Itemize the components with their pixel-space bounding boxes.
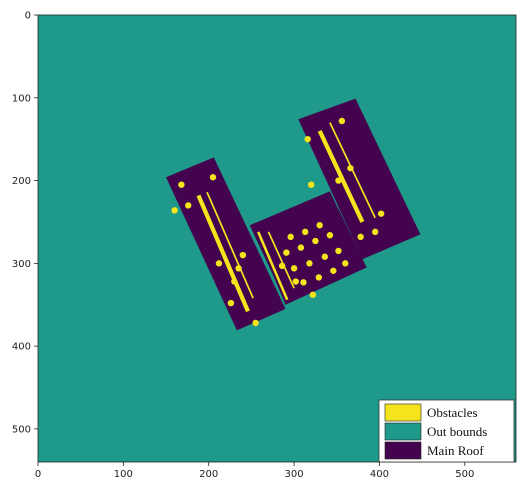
x-tick-label: 0 [35, 469, 41, 480]
x-tick-label: 400 [370, 469, 389, 480]
obstacle-dot [335, 247, 342, 255]
obstacle-dot [185, 202, 192, 209]
obstacle-dot [235, 265, 242, 272]
axes: 0 100 200 300 400 500 0 100 200 300 400 500 [12, 11, 517, 480]
y-tick-label: 500 [12, 424, 31, 435]
y-tick-label: 400 [12, 342, 31, 353]
obstacle-dot [290, 265, 298, 272]
obstacle-dot [215, 260, 223, 267]
obstacle-dot [178, 181, 185, 188]
obstacle-dot [357, 233, 364, 241]
roof-region-3 [259, 208, 367, 305]
obstacle-dot [335, 177, 342, 184]
x-tick-label: 300 [285, 469, 304, 480]
x-tick-label: 500 [455, 469, 474, 480]
legend-swatch [384, 441, 422, 460]
obstacle-dot [326, 231, 334, 239]
obstacle-dot [283, 249, 290, 256]
obstacle-dot [209, 174, 217, 181]
obstacle-dot [309, 291, 317, 298]
legend: Obstacles Out bounds Main Roof [378, 399, 515, 463]
obstacle-dot [239, 251, 247, 259]
roof-region-1 [166, 157, 286, 331]
obstacle-dot [321, 253, 328, 260]
y-tick-label: 200 [12, 176, 31, 187]
obstacle-dot [231, 278, 238, 285]
obstacle-dot [300, 279, 307, 286]
obstacle-dot [227, 299, 235, 307]
obstacle-dot [171, 207, 178, 214]
obstacle-dot [297, 244, 305, 251]
legend-label: Out bounds [427, 424, 487, 439]
obstacle-strip [317, 129, 365, 223]
legend-swatch [384, 422, 422, 441]
x-tick-label: 200 [199, 469, 218, 480]
obstacle-dot [301, 228, 309, 236]
obstacle-dot [342, 260, 349, 267]
obstacle-dot [316, 222, 323, 229]
roof-region-4 [298, 98, 421, 260]
obstacle-strip [196, 194, 250, 313]
obstacle-dot [306, 260, 313, 267]
heatmap-image [38, 15, 516, 462]
obstacle-strip [206, 191, 254, 299]
legend-label: Obstacles [427, 405, 478, 420]
obstacle-dot [330, 267, 337, 274]
x-tick-label: 100 [114, 469, 133, 480]
obstacle-dot [252, 319, 259, 327]
obstacle-dot [315, 274, 323, 281]
obstacle-dot [347, 164, 354, 172]
legend-swatch [384, 403, 422, 422]
axes-frame [37, 14, 517, 463]
obstacle-dot [377, 210, 385, 217]
obstacle-dot [338, 117, 346, 125]
legend-label: Main Roof [427, 443, 484, 458]
y-tick-label: 0 [25, 11, 31, 22]
obstacle-dot [304, 135, 311, 143]
obstacle-dot [278, 262, 286, 270]
obstacle-dot [292, 278, 299, 285]
obstacle-dot [307, 181, 315, 188]
y-tick-label: 100 [12, 93, 31, 104]
obstacle-dot [287, 233, 294, 241]
y-tick-label: 300 [12, 259, 31, 270]
obstacle-strip [267, 231, 295, 289]
obstacle-strip [257, 231, 289, 301]
obstacle-dot [371, 228, 379, 236]
obstacle-dot [312, 237, 319, 245]
